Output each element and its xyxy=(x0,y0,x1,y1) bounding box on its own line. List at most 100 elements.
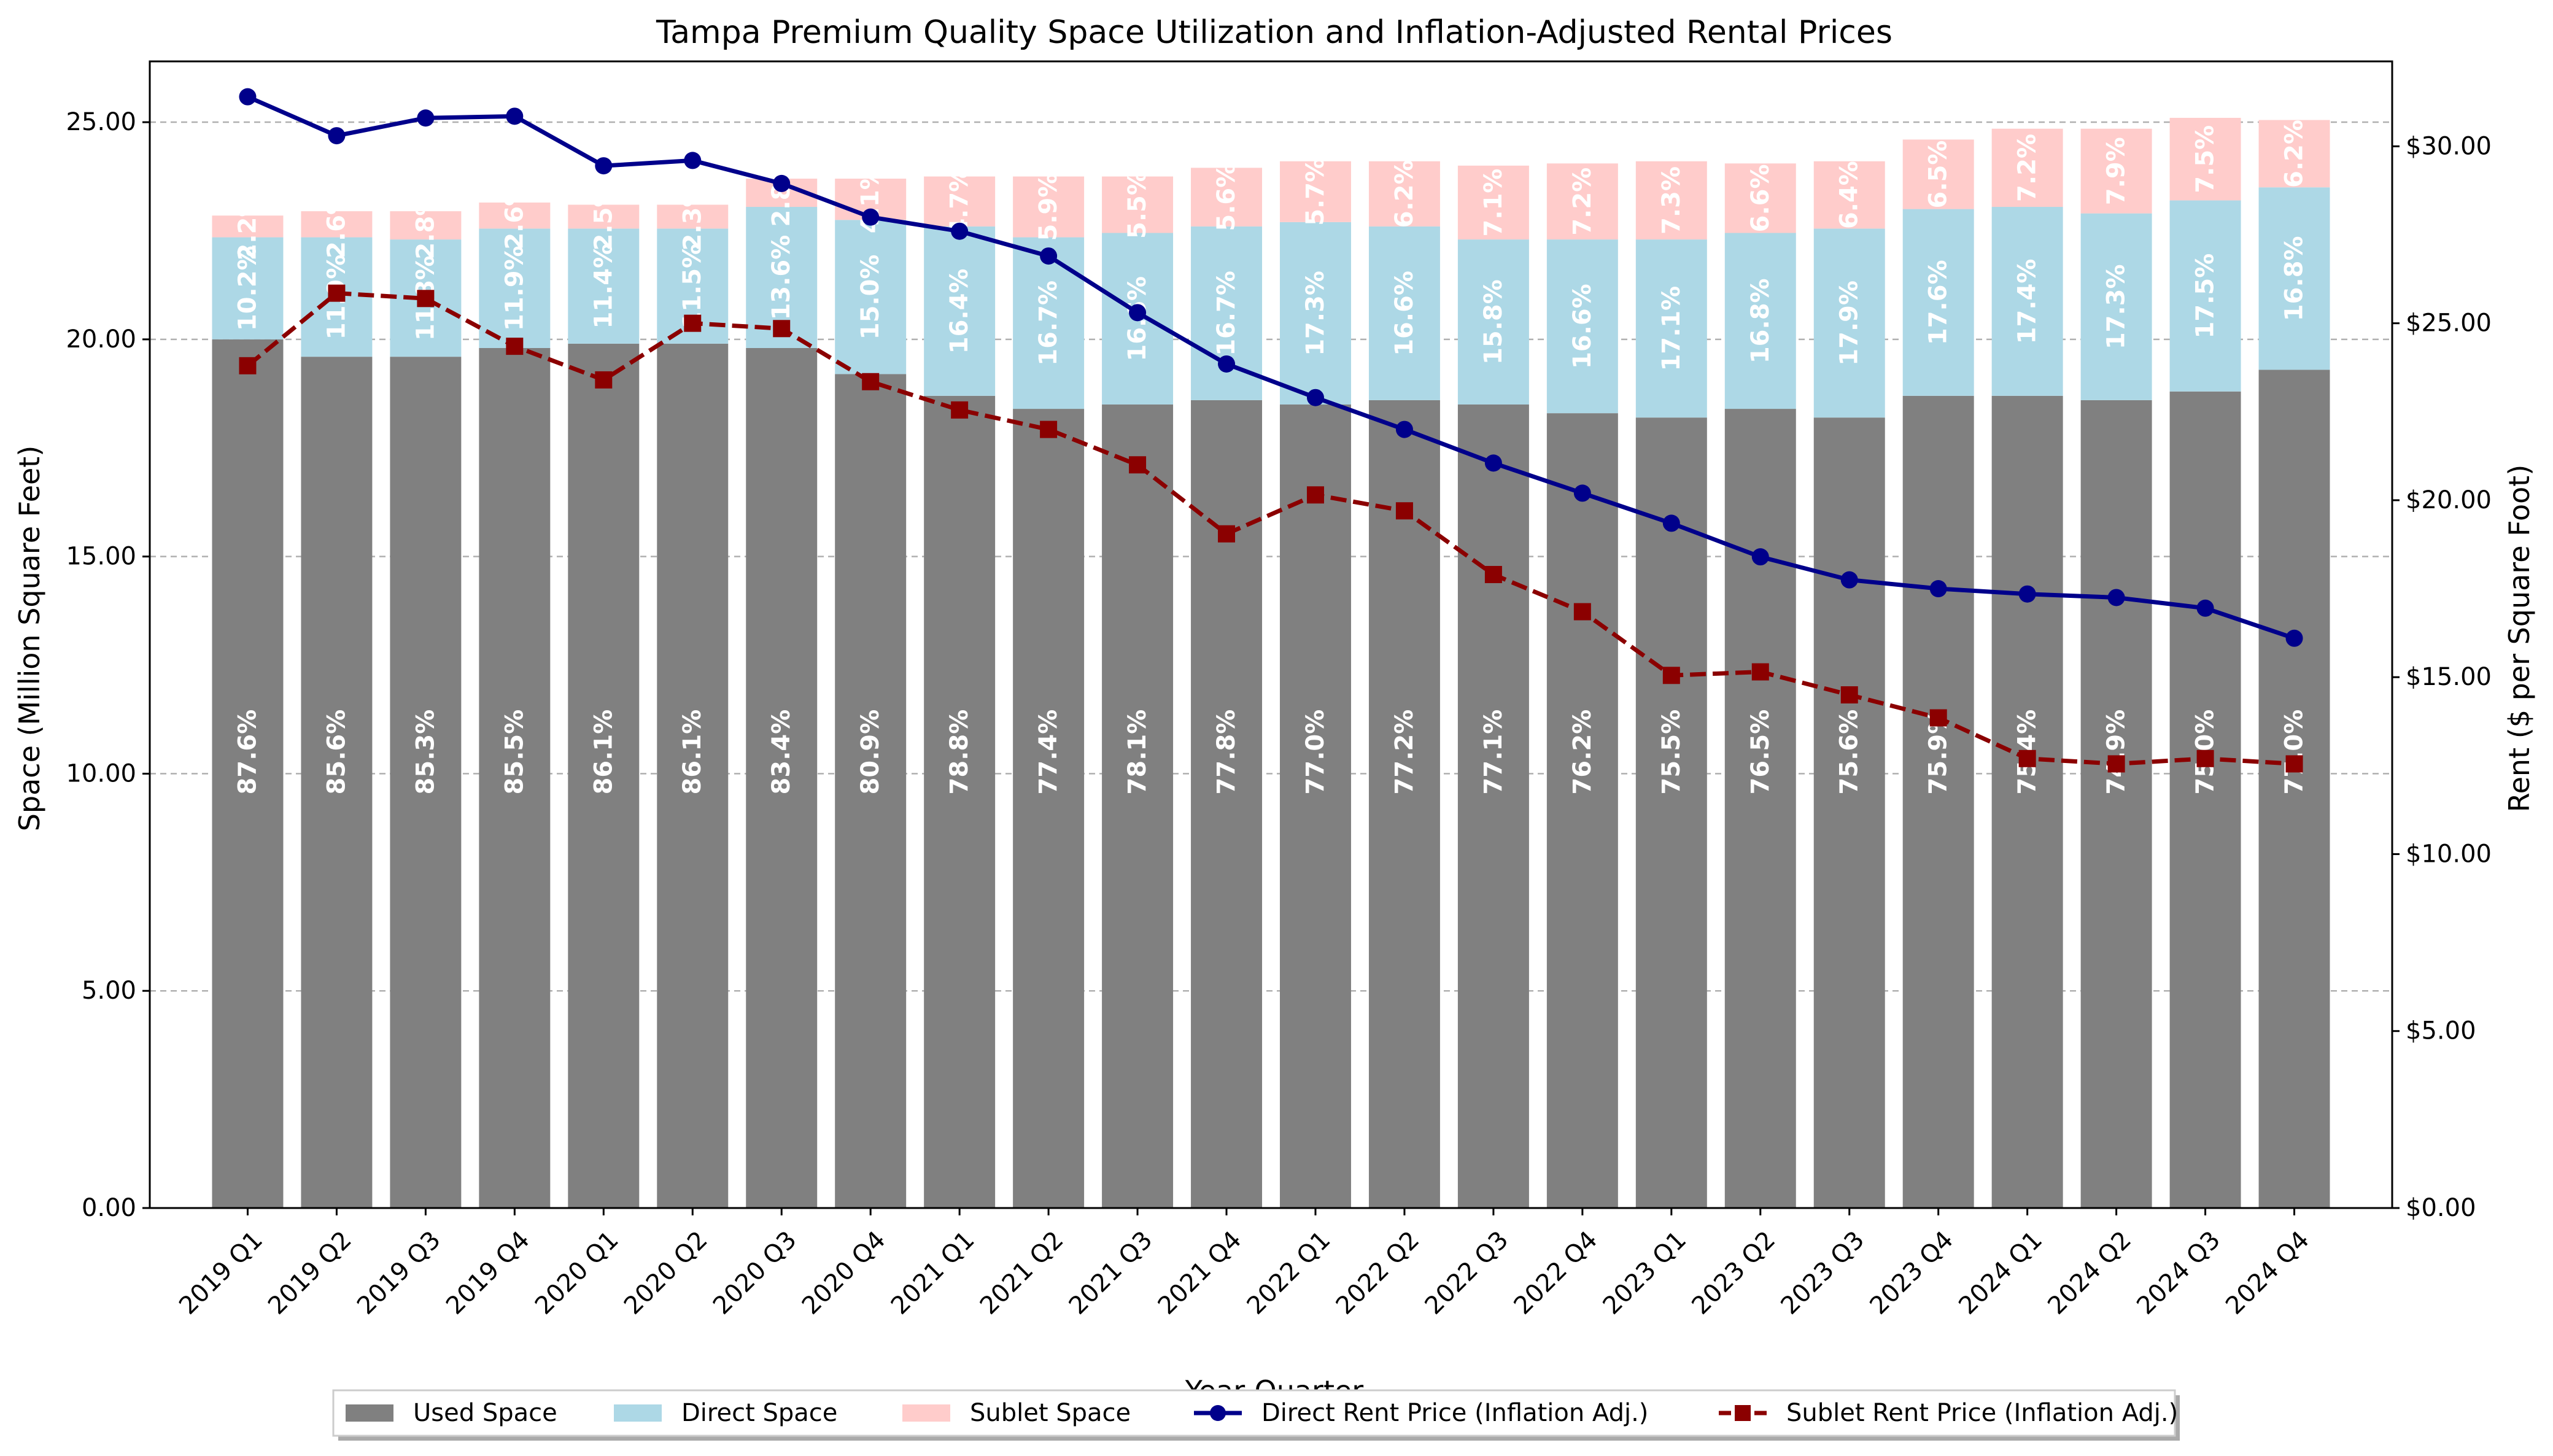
sublet-space-bar xyxy=(1102,176,1174,233)
sublet-space-bar xyxy=(1813,161,1885,229)
used-space-bar xyxy=(212,339,284,1208)
sublet-space-label: 7.3% xyxy=(1657,166,1686,234)
sublet-space-bar xyxy=(1191,168,1263,227)
y2-tick-label: $25.00 xyxy=(2406,309,2492,338)
x-tick-label: 2020 Q3 xyxy=(708,1226,802,1320)
direct-space-label: 16.8% xyxy=(1746,278,1775,363)
sublet-space-label: 5.7% xyxy=(1301,158,1330,226)
used-space-bar xyxy=(1279,404,1351,1208)
used-space-label: 77.8% xyxy=(1212,710,1241,795)
direct-rent-point xyxy=(773,174,791,192)
sublet-rent-point xyxy=(2107,755,2125,773)
used-space-label: 76.2% xyxy=(1568,710,1597,795)
x-tick-label: 2020 Q1 xyxy=(530,1226,624,1320)
used-space-label: 74.9% xyxy=(2102,710,2131,795)
sublet-rent-point xyxy=(2285,755,2303,773)
direct-space-bar xyxy=(1635,239,1707,418)
sublet-space-label: 6.4% xyxy=(1835,161,1864,229)
sublet-rent-point xyxy=(1129,456,1147,474)
used-space-bar xyxy=(479,348,551,1208)
sublet-rent-point xyxy=(1395,502,1413,520)
sublet-space-label: 6.2% xyxy=(1390,160,1419,228)
sublet-space-label: 7.2% xyxy=(2013,134,2042,202)
direct-rent-point xyxy=(1129,304,1147,322)
legend: Used Space Direct Space Sublet Space Direct… xyxy=(332,1389,2180,1441)
direct-rent-point xyxy=(2196,599,2214,617)
direct-rent-point xyxy=(951,222,969,240)
sublet-space-bar xyxy=(1013,176,1085,238)
used-space-bar xyxy=(2080,400,2152,1208)
sublet-space-bar xyxy=(301,211,373,238)
sublet-rent-point xyxy=(506,338,524,355)
direct-space-bar xyxy=(1813,228,1885,418)
sublet-space-label: 6.5% xyxy=(1924,141,1953,209)
direct-rent-point xyxy=(328,127,346,145)
x-tick-label: 2021 Q1 xyxy=(886,1226,980,1320)
direct-space-label: 11.4% xyxy=(589,244,618,329)
sublet-space-label: 5.9% xyxy=(1034,173,1063,241)
direct-space-bar xyxy=(924,226,996,396)
direct-space-label: 16.7% xyxy=(1034,281,1063,366)
legend-swatch xyxy=(614,1404,662,1422)
x-tick-label: 2021 Q4 xyxy=(1153,1226,1247,1320)
y-tick-label: 0.00 xyxy=(82,1194,136,1222)
used-space-bar xyxy=(1813,417,1885,1208)
direct-space-label: 13.6% xyxy=(767,235,796,320)
y-tick-label: 10.00 xyxy=(66,759,136,788)
used-space-label: 77.4% xyxy=(1034,710,1063,795)
sublet-space-label: 5.6% xyxy=(1212,163,1241,231)
legend-label: Sublet Rent Price (Inflation Adj.) xyxy=(1786,1399,2178,1427)
sublet-rent-line xyxy=(246,291,2295,766)
y-tick-label: 5.00 xyxy=(82,977,136,1005)
sublet-space-label: 6.2% xyxy=(2280,120,2309,188)
legend-swatch xyxy=(902,1404,950,1422)
sublet-space-label: 2.8% xyxy=(411,192,440,260)
used-space-bar xyxy=(568,343,640,1208)
x-tick-label: 2022 Q2 xyxy=(1331,1226,1425,1320)
sublet-space-bar xyxy=(479,202,551,229)
sublet-space-bar xyxy=(390,211,462,240)
sublet-space-bar xyxy=(212,215,284,238)
x-tick-label: 2019 Q3 xyxy=(352,1226,446,1320)
direct-rent-point xyxy=(2107,589,2125,606)
x-tick-label: 2022 Q4 xyxy=(1509,1226,1603,1320)
used-space-bar xyxy=(1102,404,1174,1208)
direct-space-label: 17.9% xyxy=(1835,281,1864,366)
direct-space-label: 15.8% xyxy=(1479,279,1508,365)
x-tick-label: 2022 Q1 xyxy=(1242,1226,1336,1320)
direct-space-bar xyxy=(1013,237,1085,409)
x-tick-label: 2023 Q1 xyxy=(1597,1226,1692,1320)
direct-space-bar xyxy=(1724,233,1796,409)
used-space-label: 85.6% xyxy=(322,710,351,795)
used-space-bar xyxy=(657,343,729,1208)
direct-rent-point xyxy=(2018,585,2036,603)
used-space-bar xyxy=(1013,409,1085,1209)
legend-label: Direct Rent Price (Inflation Adj.) xyxy=(1261,1399,1648,1427)
direct-space-label: 16.8% xyxy=(2280,236,2309,321)
used-space-label: 75.5% xyxy=(1657,710,1686,795)
x-tick-label: 2024 Q3 xyxy=(2131,1226,2226,1320)
direct-rent-point xyxy=(1218,355,1236,373)
used-space-bar xyxy=(390,357,462,1208)
direct-space-bar xyxy=(1279,222,1351,405)
x-tick-label: 2019 Q2 xyxy=(263,1226,357,1320)
direct-space-bar xyxy=(212,237,284,339)
y2-tick-label: $0.00 xyxy=(2406,1194,2476,1222)
legend-label: Sublet Space xyxy=(970,1399,1131,1427)
used-space-label: 77.0% xyxy=(2280,710,2309,795)
sublet-rent-point xyxy=(773,320,791,338)
used-space-label: 78.1% xyxy=(1123,710,1152,795)
sublet-space-label: 2.3% xyxy=(678,182,707,250)
used-space-bar xyxy=(2258,370,2330,1208)
direct-space-label: 17.3% xyxy=(2102,264,2131,349)
sublet-rent-point xyxy=(417,290,435,308)
direct-space-bar xyxy=(568,228,640,344)
legend-marker xyxy=(1210,1405,1226,1421)
direct-rent-point xyxy=(1484,454,1502,472)
used-space-bar xyxy=(2169,391,2241,1208)
direct-space-label: 17.6% xyxy=(1924,260,1953,345)
used-space-label: 77.2% xyxy=(1390,710,1419,795)
x-tick-label: 2023 Q3 xyxy=(1775,1226,1870,1320)
sublet-space-bar xyxy=(568,204,640,229)
direct-space-bar xyxy=(1457,239,1529,405)
